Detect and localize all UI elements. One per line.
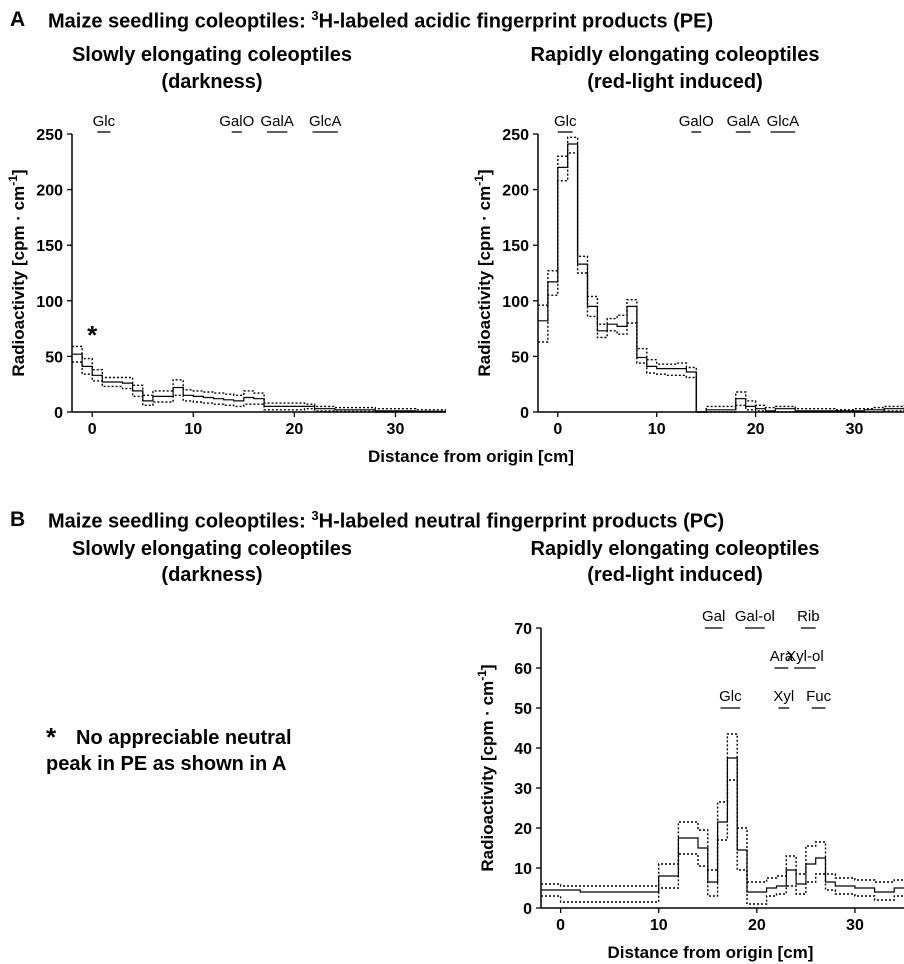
y-tick-label: 200 (36, 183, 63, 200)
y-tick-label: 0 (54, 405, 63, 422)
panel-b-title: Maize seedling coleoptiles: 3H-labeled n… (48, 508, 724, 534)
y-tick-label: 50 (45, 349, 63, 366)
series-error-band-line (72, 345, 446, 411)
panel-a-x-axis-label: Distance from origin [cm] (368, 447, 574, 466)
panel-a-left-subtitle-2: (darkness) (161, 71, 263, 93)
panel-b-title-post: H-labeled neutral fingerprint products (… (318, 510, 725, 533)
x-tick-label: 20 (748, 917, 766, 934)
y-tick-label: 40 (514, 741, 532, 758)
marker-label: Gal-ol (735, 608, 775, 625)
x-tick-label: 20 (285, 421, 303, 438)
y-tick-label: 150 (36, 238, 63, 255)
y-axis-label: Radioactivity [cpm · cm-1] (472, 169, 494, 376)
y-axis-label-main: Radioactivity [cpm · cm (9, 186, 28, 377)
chart-A-red: 0 50 100 150 200 250 0 10 20 30 Radioactivity [cpm… (472, 113, 904, 438)
y-tick-label: 60 (514, 661, 532, 678)
chart-B-red: 0 10 20 30 40 50 60 70 0 10 20 30 Radioactivity [cpm… (475, 608, 904, 962)
y-axis-label: Radioactivity [cpm · cm-1] (475, 664, 497, 871)
marker-label: Xyl (773, 688, 794, 705)
marker-label: Rib (797, 608, 820, 625)
panel-b-right-subtitle-1: Rapidly elongating coleoptiles (530, 538, 820, 560)
series-mean-line (541, 757, 904, 893)
x-tick-label: 0 (556, 917, 565, 934)
panel-b-note-line-1: No appreciable neutral (76, 727, 292, 749)
marker-label: GalO (679, 113, 714, 130)
marker-label: GalO (219, 113, 254, 130)
marker-label: GalA (727, 113, 760, 130)
panel-a-right-subtitle-2: (red-light induced) (587, 71, 763, 93)
panel-b-left-subtitle-1: Slowly elongating coleoptiles (71, 538, 353, 560)
y-axis-label-end: ] (475, 169, 494, 175)
panel-b-letter: B (10, 508, 26, 531)
panel-b-note-line-2: peak in PE as shown in A (46, 753, 287, 775)
marker-label: Gal (702, 608, 725, 625)
y-tick-label: 250 (502, 127, 529, 144)
y-tick-label: 30 (514, 781, 532, 798)
panel-b-right-subtitle-2: (red-light induced) (587, 564, 763, 586)
panel-a-left-subtitle-1: Slowly elongating coleoptiles (71, 44, 353, 66)
panel-a-title-post: H-labeled acidic fingerprint products (P… (318, 10, 714, 33)
y-axis-label-end: ] (9, 169, 28, 175)
marker-label: Glc (719, 688, 742, 705)
panel-b-note-star: * (46, 722, 57, 752)
x-tick-label: 10 (648, 421, 666, 438)
y-tick-label: 150 (502, 238, 529, 255)
x-tick-label: 30 (387, 421, 405, 438)
panel-a-letter: A (10, 8, 26, 31)
y-tick-label: 0 (523, 901, 532, 918)
y-axis-label-main: Radioactivity [cpm · cm (478, 681, 497, 872)
x-tick-label: 20 (747, 421, 765, 438)
marker-label: Fuc (806, 688, 832, 705)
x-tick-label: 30 (846, 421, 864, 438)
marker-label: Glc (554, 113, 577, 130)
x-tick-label: 30 (846, 917, 864, 934)
annotation-asterisk: * (87, 320, 98, 350)
series-error-band-line (541, 779, 904, 905)
y-axis-label: Radioactivity [cpm · cm-1] (6, 169, 28, 376)
y-axis-label-end: ] (478, 664, 497, 670)
y-tick-label: 100 (36, 294, 63, 311)
series-error-band-line (541, 733, 904, 887)
x-tick-label: 10 (184, 421, 202, 438)
marker-label: Glc (93, 113, 116, 130)
panel-b-title-sup: 3 (311, 508, 319, 523)
y-tick-label: 0 (520, 405, 529, 422)
y-axis-label-sup: -1 (475, 670, 489, 681)
marker-label: GlcA (767, 113, 800, 130)
panel-b-title-pre: Maize seedling coleoptiles: (48, 510, 312, 533)
panel-a-title: Maize seedling coleoptiles: 3H-labeled a… (48, 8, 713, 34)
y-axis-label-sup: -1 (472, 175, 486, 186)
marker-label: GlcA (309, 113, 342, 130)
series-error-band-line (538, 152, 904, 413)
marker-label: Xyl-ol (786, 648, 824, 665)
y-tick-label: 200 (502, 183, 529, 200)
x-tick-label: 0 (553, 421, 562, 438)
x-tick-label: 10 (650, 917, 668, 934)
series-error-band-line (72, 361, 446, 413)
y-axis-label-sup: -1 (6, 175, 20, 186)
marker-label: Ara (770, 648, 794, 665)
chart-A-dark: 0 50 100 150 200 250 0 10 20 30 Radioactivity [cpm… (6, 113, 446, 438)
y-tick-label: 10 (514, 861, 532, 878)
marker-label: GalA (261, 113, 294, 130)
series-mean-line (72, 353, 446, 412)
y-tick-label: 50 (514, 701, 532, 718)
x-tick-label: 0 (88, 421, 97, 438)
panel-a-title-sup: 3 (311, 8, 319, 23)
y-tick-label: 250 (36, 127, 63, 144)
panel-b-left-subtitle-2: (darkness) (161, 564, 263, 586)
y-tick-label: 100 (502, 294, 529, 311)
y-axis-label-main: Radioactivity [cpm · cm (475, 186, 494, 377)
y-tick-label: 70 (514, 621, 532, 638)
panel-a-title-pre: Maize seedling coleoptiles: (48, 10, 312, 33)
series-error-band-line (538, 136, 904, 413)
y-tick-label: 20 (514, 821, 532, 838)
series-mean-line (538, 143, 904, 413)
panel-a-right-subtitle-1: Rapidly elongating coleoptiles (530, 44, 820, 66)
y-tick-label: 50 (511, 349, 529, 366)
x-axis-label: Distance from origin [cm] (608, 943, 814, 962)
